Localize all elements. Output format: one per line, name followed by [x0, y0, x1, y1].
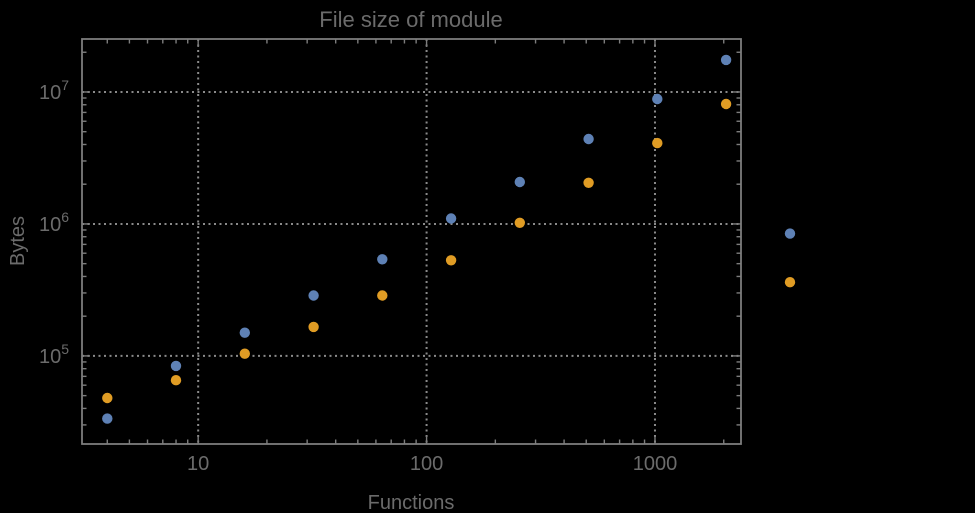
x-axis-label: Functions	[368, 492, 455, 513]
data-point-orange	[170, 375, 182, 386]
data-point-blue	[784, 228, 796, 239]
gridlines	[82, 39, 741, 444]
data-point-blue	[445, 213, 457, 224]
plot-frame	[81, 38, 742, 445]
data-point-orange	[445, 255, 457, 266]
data-point-blue	[308, 290, 319, 301]
x-tick-label: 100	[410, 453, 443, 475]
data-point-orange	[308, 321, 319, 333]
chart-title: File size of module	[319, 7, 502, 32]
data-point-orange	[784, 277, 796, 288]
data-point-orange	[239, 348, 250, 359]
data-point-orange	[583, 177, 594, 188]
data-point-orange	[720, 98, 732, 110]
data-point-blue	[377, 254, 388, 265]
data-point-blue	[514, 176, 525, 188]
data-point-orange	[102, 392, 113, 404]
data-point-blue	[170, 360, 182, 372]
x-tick-label: 1000	[633, 453, 678, 475]
x-tick-label: 10	[187, 453, 209, 475]
data-points	[102, 54, 796, 424]
data-point-blue	[720, 54, 732, 66]
data-point-blue	[102, 413, 113, 424]
y-axis-label: Bytes	[7, 216, 29, 266]
data-point-blue	[239, 327, 250, 338]
data-point-orange	[514, 217, 525, 228]
data-point-blue	[583, 133, 594, 145]
data-point-blue	[652, 93, 663, 105]
data-point-orange	[652, 137, 663, 149]
data-point-orange	[377, 290, 388, 301]
